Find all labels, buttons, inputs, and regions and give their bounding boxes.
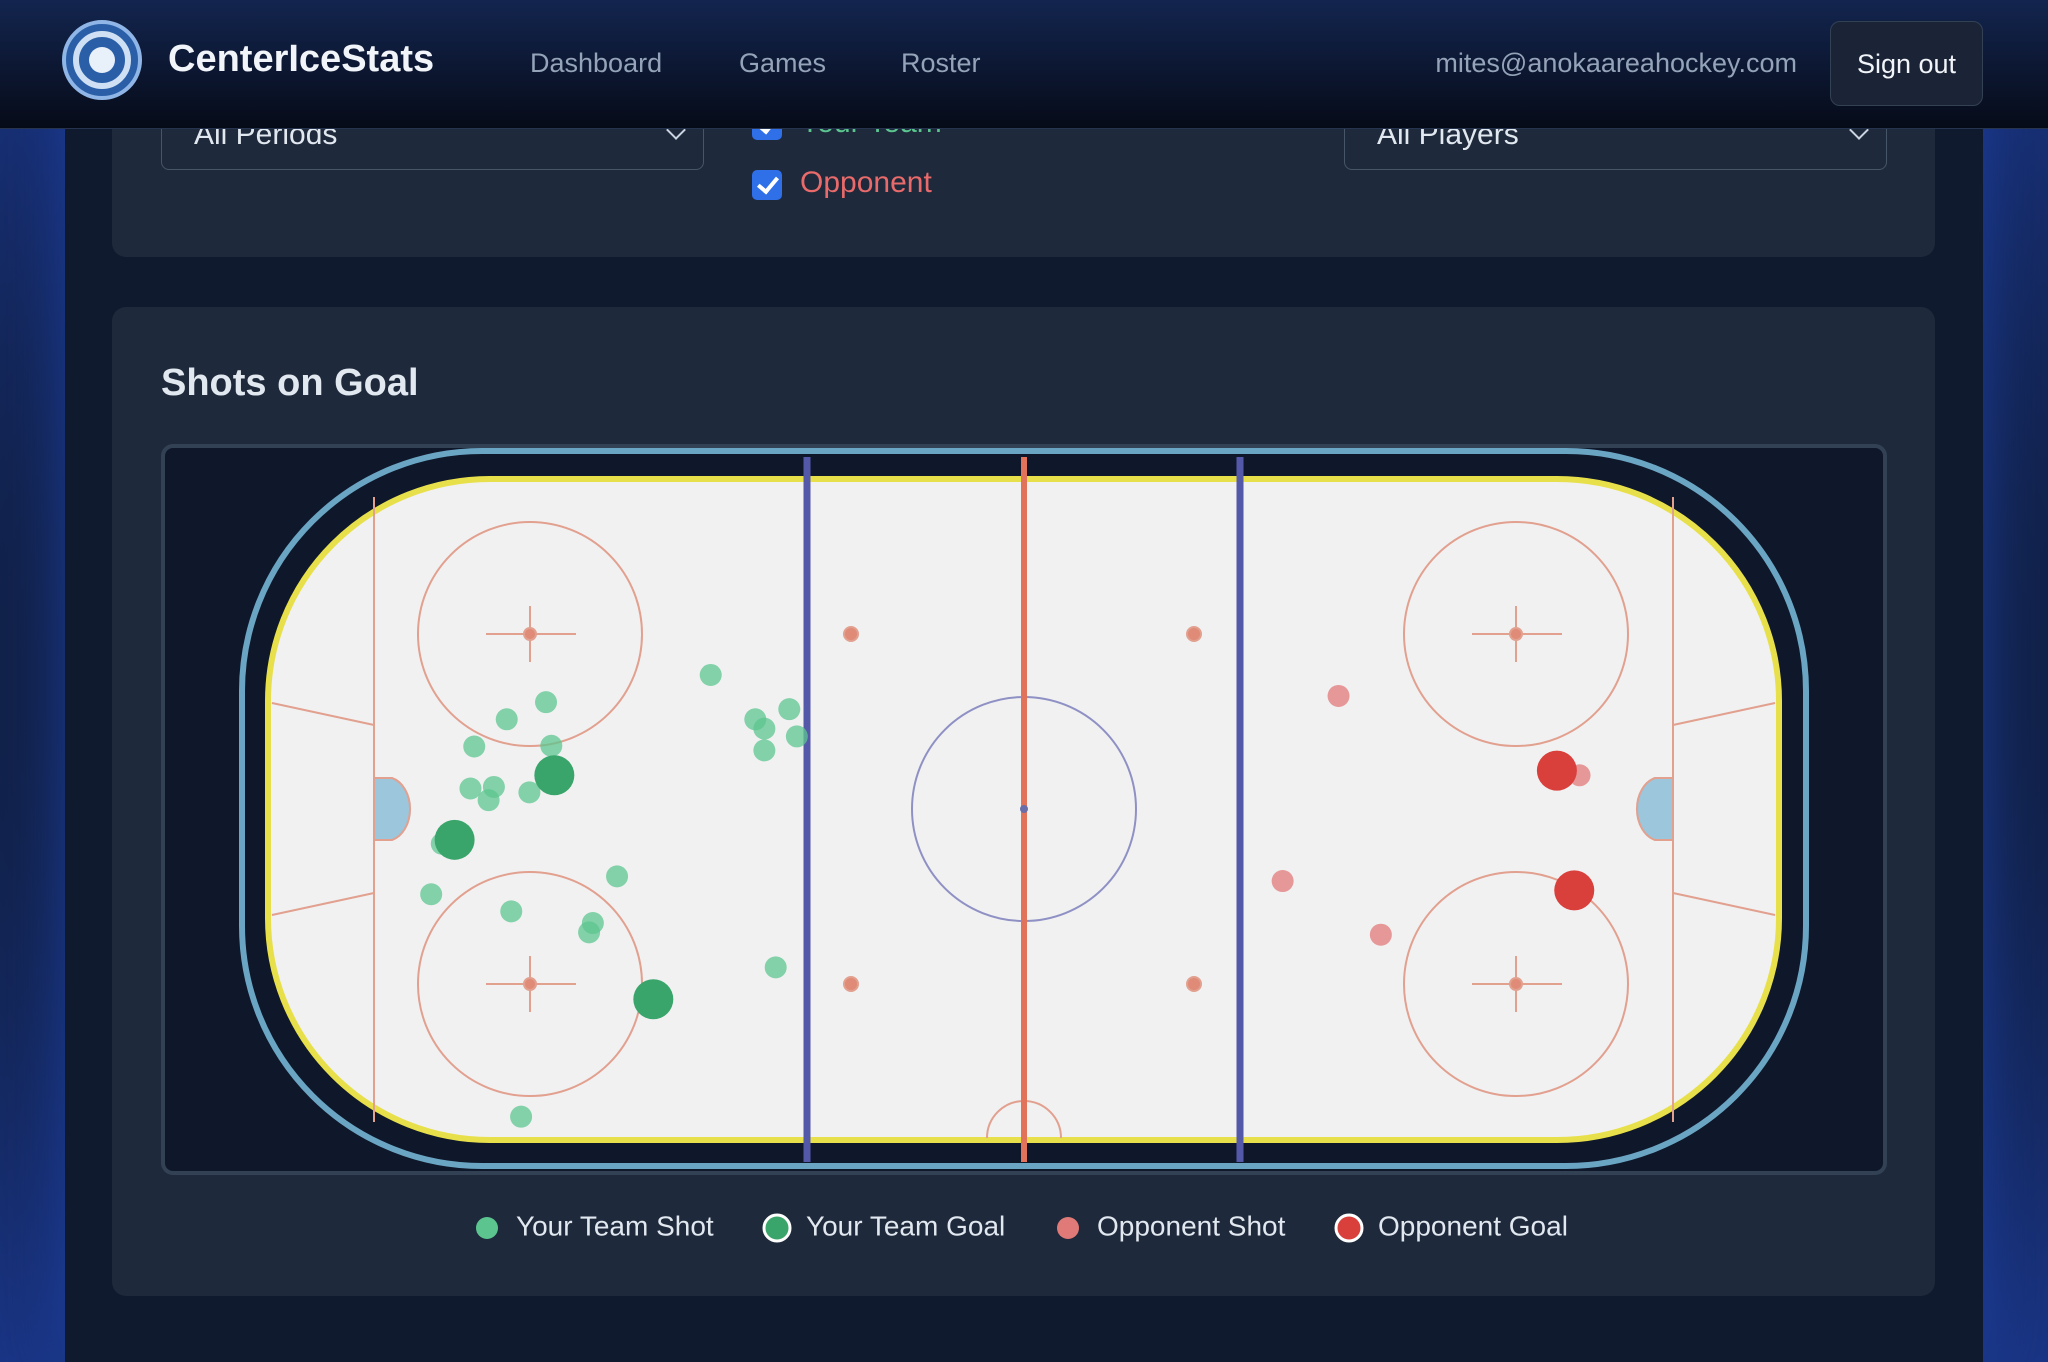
checkbox[interactable] — [752, 170, 782, 200]
shot-marker — [518, 781, 541, 804]
rink-markings — [271, 497, 1776, 1139]
shot-marker — [778, 698, 801, 721]
goal-marker — [434, 819, 475, 860]
shot-marker — [744, 708, 767, 731]
shot-marker — [535, 691, 558, 714]
shot-marker — [477, 789, 500, 812]
center-dot — [1020, 805, 1028, 813]
shot-marker — [785, 725, 808, 748]
goal-marker — [534, 755, 575, 796]
shot-marker — [578, 921, 601, 944]
brand[interactable]: CenterIceStats — [168, 38, 435, 80]
legend-label: Opponent Goal — [1378, 1210, 1568, 1241]
legend-swatch — [1057, 1217, 1079, 1239]
legend-swatch — [476, 1217, 498, 1239]
goal-marker — [1536, 750, 1577, 791]
user-email: mites@anokaareahockey.com — [1435, 48, 1797, 78]
header: CenterIceStats Dashboard Games Roster mi… — [0, 0, 2048, 129]
shot-marker — [510, 1105, 533, 1128]
goal-marker — [633, 979, 674, 1020]
team-label[interactable]: Opponent — [800, 166, 932, 199]
shot-marker — [420, 883, 443, 906]
shot-marker — [463, 735, 486, 758]
shot-marker — [500, 900, 523, 923]
shot-marker — [764, 956, 787, 979]
shot-marker — [753, 739, 776, 762]
nav-link[interactable]: Roster — [901, 48, 981, 78]
shot-marker — [1327, 684, 1350, 707]
legend-label: Your Team Shot — [516, 1210, 714, 1241]
shot-marker — [1369, 923, 1392, 946]
shot-marker — [699, 663, 722, 686]
goal-marker — [1554, 870, 1595, 911]
legend-swatch — [762, 1213, 792, 1243]
nav-link[interactable]: Games — [739, 48, 827, 78]
shot-marker — [540, 734, 563, 757]
shot-marker — [495, 708, 518, 731]
nav-link[interactable]: Dashboard — [530, 48, 663, 78]
chart-title: Shots on Goal — [161, 362, 419, 404]
rink-boards — [239, 448, 1809, 1169]
legend-label: Your Team Goal — [806, 1210, 1005, 1241]
sign-out-button[interactable]: Sign out — [1830, 21, 1983, 106]
legend-label: Opponent Shot — [1097, 1210, 1286, 1241]
shot-marker — [606, 865, 629, 888]
shot-marker — [459, 777, 482, 800]
shot-marker — [1271, 870, 1294, 893]
logo — [62, 20, 142, 100]
legend-swatch — [1334, 1213, 1364, 1243]
